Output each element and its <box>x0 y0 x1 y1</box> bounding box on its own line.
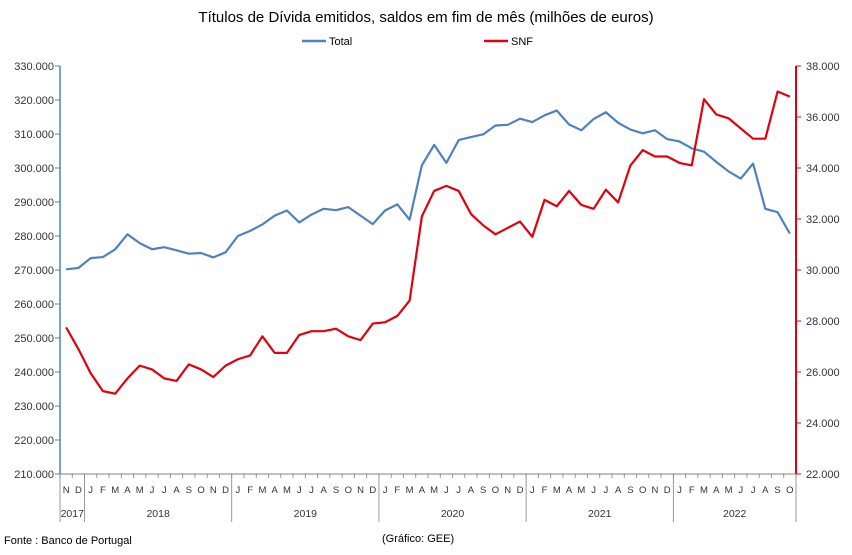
x-month-label: M <box>577 485 585 496</box>
x-month-label: A <box>566 485 573 496</box>
x-year-label: 2022 <box>723 508 747 520</box>
x-month-label: J <box>383 485 388 496</box>
x-month-label: D <box>222 485 229 496</box>
x-month-label: S <box>480 485 486 496</box>
x-month-label: M <box>258 485 266 496</box>
x-month-label: J <box>751 485 756 496</box>
chart-title: Títulos de Dívida emitidos, saldos em fi… <box>198 9 653 26</box>
left-tick-label: 290.000 <box>14 197 54 209</box>
x-month-label: S <box>186 485 192 496</box>
x-month-label: J <box>738 485 743 496</box>
x-month-label: A <box>124 485 131 496</box>
right-tick-label: 22.000 <box>806 469 840 481</box>
axes: 210.000 220.000 230.000 240.000 250.000 260.0… <box>14 61 840 522</box>
x-year-label: 2020 <box>441 508 465 520</box>
x-month-label: D <box>75 485 82 496</box>
legend-label-total: Total <box>329 36 352 48</box>
x-month-label: M <box>406 485 414 496</box>
x-month-label: J <box>677 485 682 496</box>
left-tick-label: 220.000 <box>14 435 54 447</box>
left-tick-label: 280.000 <box>14 231 54 243</box>
x-month-label: N <box>651 485 658 496</box>
x-year-label: 2019 <box>294 508 318 520</box>
x-month-label: O <box>345 485 352 496</box>
x-month-label: A <box>419 485 426 496</box>
left-tick-label: 240.000 <box>14 367 54 379</box>
left-tick-label: 330.000 <box>14 61 54 73</box>
right-tick-label: 32.000 <box>806 214 840 226</box>
series-line-snf <box>65 90 791 395</box>
x-month-label: N <box>357 485 364 496</box>
x-month-label: F <box>247 485 253 496</box>
x-year-label: 2018 <box>146 508 170 520</box>
x-month-label: O <box>197 485 204 496</box>
x-month-label: N <box>210 485 217 496</box>
left-tick-label: 260.000 <box>14 299 54 311</box>
x-month-label: O <box>639 485 646 496</box>
left-tick-label: 320.000 <box>14 95 54 107</box>
x-month-label: M <box>700 485 708 496</box>
x-month-label: M <box>725 485 733 496</box>
x-month-label: D <box>369 485 376 496</box>
x-month-label: M <box>283 485 291 496</box>
x-month-label: D <box>517 485 524 496</box>
x-month-label: J <box>309 485 314 496</box>
x-month-label: J <box>150 485 155 496</box>
x-month-label: J <box>444 485 449 496</box>
legend: Total SNF <box>302 36 533 48</box>
right-tick-label: 30.000 <box>806 265 840 277</box>
left-tick-label: 270.000 <box>14 265 54 277</box>
x-year-label: 2017 <box>61 508 85 520</box>
credit-note: (Gráfico: GEE) <box>382 533 455 545</box>
x-month-label: J <box>297 485 302 496</box>
x-month-label: O <box>786 485 793 496</box>
right-tick-label: 36.000 <box>806 112 840 124</box>
x-month-label: S <box>333 485 339 496</box>
right-tick-label: 26.000 <box>806 367 840 379</box>
x-month-label: S <box>627 485 633 496</box>
x-month-label: A <box>321 485 328 496</box>
left-tick-label: 310.000 <box>14 129 54 141</box>
x-month-label: N <box>504 485 511 496</box>
x-month-label: A <box>468 485 475 496</box>
series-line-total <box>66 109 791 271</box>
plot-lines <box>65 90 791 395</box>
x-month-label: F <box>100 485 106 496</box>
left-tick-label: 230.000 <box>14 401 54 413</box>
x-month-label: A <box>762 485 769 496</box>
x-month-label: N <box>63 485 70 496</box>
x-month-label: J <box>603 485 608 496</box>
x-month-label: M <box>553 485 561 496</box>
right-tick-label: 38.000 <box>806 61 840 73</box>
x-month-label: F <box>542 485 548 496</box>
x-month-label: J <box>456 485 461 496</box>
x-month-label: A <box>615 485 622 496</box>
x-month-label: F <box>689 485 695 496</box>
left-tick-label: 210.000 <box>14 469 54 481</box>
left-tick-label: 250.000 <box>14 333 54 345</box>
x-month-label: M <box>136 485 144 496</box>
x-year-label: 2021 <box>588 508 612 520</box>
right-tick-label: 24.000 <box>806 418 840 430</box>
x-month-label: O <box>492 485 499 496</box>
legend-label-snf: SNF <box>511 36 533 48</box>
x-month-label: J <box>591 485 596 496</box>
x-month-label: A <box>271 485 278 496</box>
x-month-label: F <box>394 485 400 496</box>
x-month-label: J <box>162 485 167 496</box>
x-month-label: S <box>774 485 780 496</box>
x-month-label: J <box>235 485 240 496</box>
source-note: Fonte : Banco de Portugal <box>4 535 132 547</box>
x-month-label: D <box>664 485 671 496</box>
x-month-label: J <box>88 485 93 496</box>
x-month-label: M <box>430 485 438 496</box>
right-tick-label: 34.000 <box>806 163 840 175</box>
x-month-label: A <box>173 485 180 496</box>
x-month-label: A <box>713 485 720 496</box>
left-tick-label: 300.000 <box>14 163 54 175</box>
x-month-label: M <box>111 485 119 496</box>
x-month-label: J <box>530 485 535 496</box>
right-tick-label: 28.000 <box>806 316 840 328</box>
